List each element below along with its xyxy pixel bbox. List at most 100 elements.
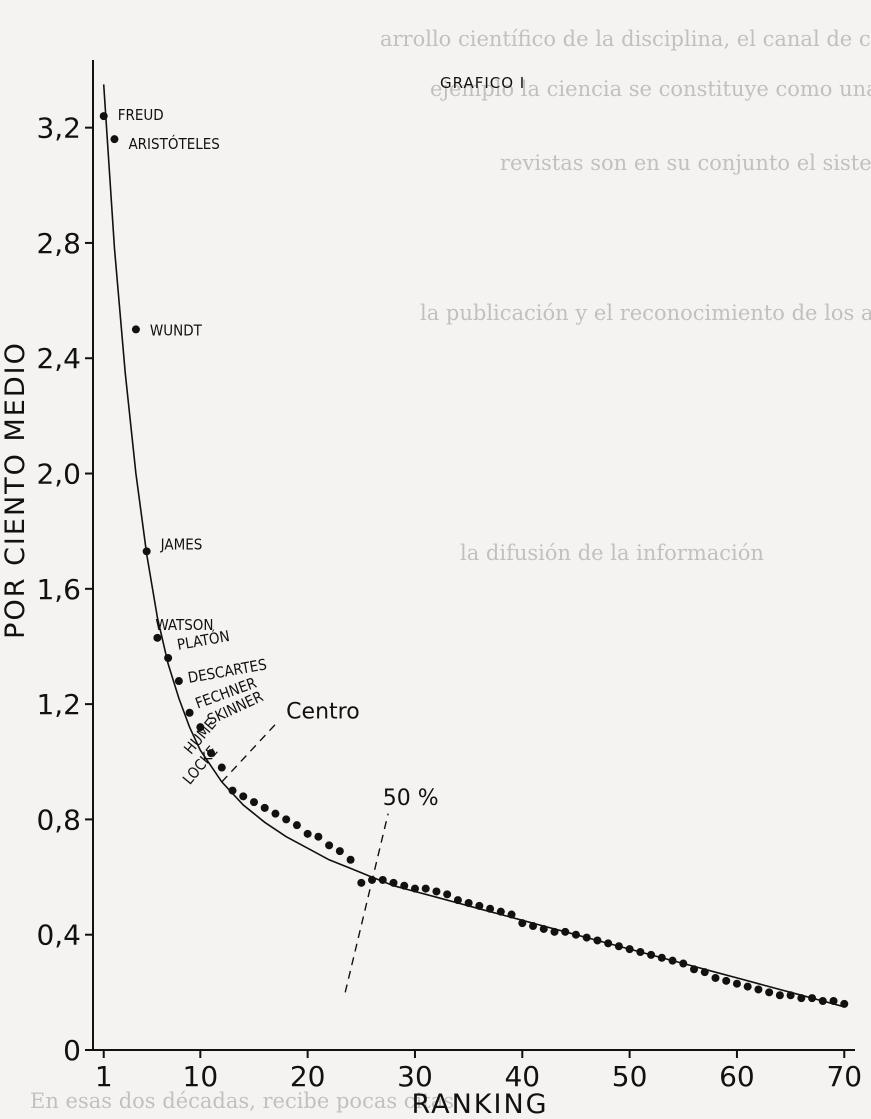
data-point bbox=[808, 994, 817, 1003]
data-point bbox=[282, 815, 291, 824]
data-point bbox=[582, 933, 591, 942]
data-point bbox=[690, 965, 699, 974]
y-tick-label: 1,6 bbox=[36, 573, 81, 606]
data-point bbox=[303, 829, 312, 838]
data-point bbox=[99, 112, 108, 121]
data-point bbox=[700, 968, 709, 977]
x-tick-label: 20 bbox=[290, 1060, 326, 1093]
x-tick-label: 70 bbox=[826, 1060, 862, 1093]
data-point bbox=[679, 959, 688, 968]
x-tick-label: 10 bbox=[183, 1060, 219, 1093]
data-point bbox=[249, 798, 258, 807]
data-point bbox=[142, 547, 151, 556]
data-point bbox=[421, 884, 430, 893]
data-point bbox=[131, 325, 140, 334]
data-point bbox=[571, 930, 580, 939]
x-tick-label: 1 bbox=[95, 1060, 113, 1093]
x-tick-label: 30 bbox=[397, 1060, 433, 1093]
fifty-percent-marker-line bbox=[344, 813, 389, 993]
x-axis-title: RANKING bbox=[411, 1089, 548, 1119]
data-point bbox=[260, 803, 269, 812]
data-point bbox=[829, 997, 838, 1005]
data-point bbox=[507, 910, 516, 919]
data-point bbox=[539, 924, 548, 933]
data-point bbox=[604, 939, 613, 948]
x-tick-label: 50 bbox=[612, 1060, 648, 1093]
data-point bbox=[443, 890, 452, 899]
data-point bbox=[271, 809, 280, 818]
data-point bbox=[636, 948, 645, 956]
fitted-curve bbox=[102, 84, 845, 1008]
data-point bbox=[368, 875, 377, 884]
data-point bbox=[496, 907, 505, 916]
data-point-label: WATSON bbox=[155, 616, 213, 634]
chart-title: GRAFICO I bbox=[440, 74, 525, 92]
data-point bbox=[346, 855, 355, 864]
bleed-through-line: ejemplo la ciencia se constituye como un… bbox=[430, 77, 871, 101]
data-point bbox=[174, 677, 183, 686]
y-tick-label: 2,0 bbox=[36, 458, 81, 491]
data-point-label: FREUD bbox=[118, 106, 164, 124]
data-point bbox=[711, 973, 720, 982]
bleed-through-line: la publicación y el reconocimiento de lo… bbox=[420, 301, 871, 325]
fifty-percent-label: 50 % bbox=[383, 786, 439, 811]
data-point-label: ARISTÓTELES bbox=[128, 134, 219, 153]
data-point bbox=[647, 950, 656, 959]
data-point bbox=[292, 821, 301, 830]
bleed-through-line: la difusión de la información bbox=[460, 541, 764, 565]
data-point bbox=[207, 749, 216, 758]
y-tick-label: 2,8 bbox=[36, 227, 81, 260]
data-point bbox=[335, 847, 344, 856]
data-point bbox=[153, 633, 162, 642]
data-point bbox=[228, 786, 237, 795]
data-point bbox=[625, 945, 634, 954]
data-point bbox=[722, 976, 731, 985]
data-point bbox=[786, 991, 795, 1000]
data-point bbox=[389, 878, 398, 887]
data-point bbox=[743, 982, 752, 991]
data-point bbox=[453, 896, 462, 905]
data-point bbox=[550, 927, 559, 936]
y-tick-label: 0,4 bbox=[36, 919, 81, 952]
data-point bbox=[797, 994, 806, 1003]
y-tick-label: 2,4 bbox=[36, 342, 81, 375]
data-point bbox=[518, 919, 527, 928]
data-point-label: WUNDT bbox=[150, 321, 203, 339]
data-point bbox=[239, 792, 248, 801]
data-point bbox=[164, 654, 173, 662]
data-point bbox=[110, 135, 119, 144]
y-tick-label: 3,2 bbox=[36, 112, 81, 145]
data-point bbox=[217, 763, 226, 772]
data-point-label: JAMES bbox=[160, 535, 203, 553]
data-point bbox=[593, 936, 602, 945]
data-point bbox=[486, 904, 495, 913]
data-point bbox=[732, 979, 741, 988]
data-point bbox=[464, 899, 473, 907]
bleed-through-line: revistas son en su conjunto el sistema d… bbox=[500, 151, 871, 175]
data-point bbox=[410, 884, 419, 893]
x-tick-label: 60 bbox=[719, 1060, 755, 1093]
x-tick-label: 40 bbox=[504, 1060, 540, 1093]
bleed-through-line: En esas dos décadas, recibe pocas citas bbox=[30, 1089, 454, 1113]
data-point bbox=[378, 875, 387, 884]
data-point bbox=[185, 708, 194, 717]
data-point bbox=[614, 942, 623, 951]
data-point bbox=[840, 999, 849, 1008]
data-point bbox=[475, 901, 484, 910]
data-point bbox=[196, 723, 205, 732]
centro-label: Centro bbox=[286, 700, 360, 725]
data-point bbox=[432, 887, 441, 896]
data-point bbox=[529, 922, 538, 931]
y-tick-label: 0,8 bbox=[36, 803, 81, 836]
y-tick-label: 1,2 bbox=[36, 688, 81, 721]
data-point bbox=[668, 956, 677, 965]
data-point bbox=[357, 878, 366, 887]
y-tick-label: 0 bbox=[63, 1034, 81, 1067]
data-point bbox=[754, 985, 763, 994]
data-point bbox=[657, 953, 666, 962]
data-point bbox=[765, 988, 774, 997]
y-axis-title: POR CIENTO MEDIO bbox=[0, 341, 31, 639]
